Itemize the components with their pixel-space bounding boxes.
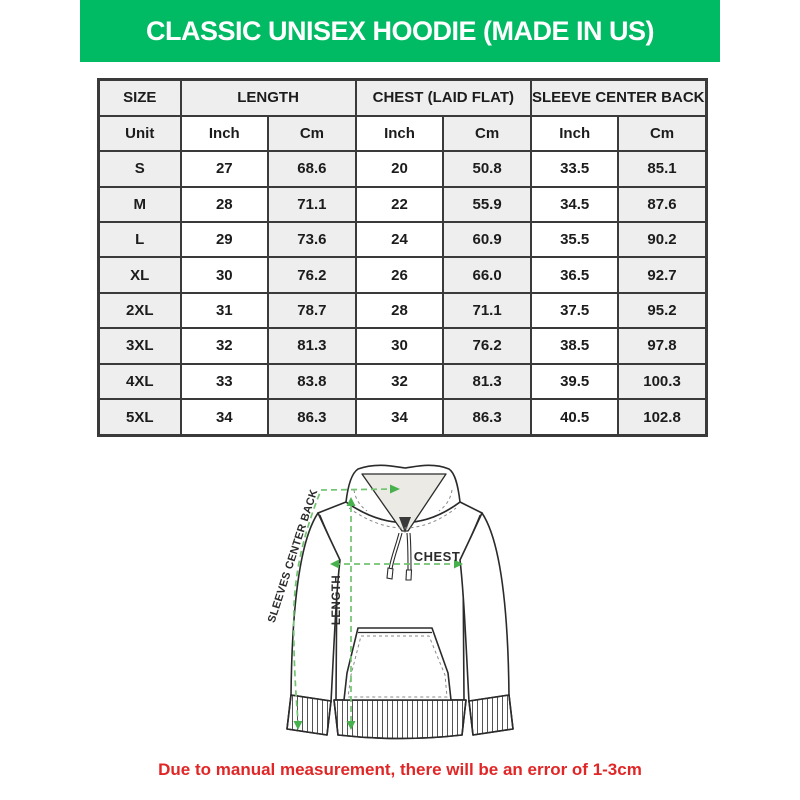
value-cell: 83.8 [267,362,357,401]
value-cell: 102.8 [617,398,708,437]
measurement-lines [292,488,459,722]
size-chart-table: SIZE LENGTH CHEST (LAID FLAT) SLEEVE CEN… [97,78,708,437]
unit-cell: Cm [442,114,532,153]
unit-cell: Inch [179,114,270,153]
value-cell: 34.5 [529,185,620,224]
size-cell: XL [97,256,182,294]
value-cell: 90.2 [617,221,708,259]
size-cell: S [97,150,182,188]
unit-cell: Inch [529,114,620,153]
col-header-length: LENGTH [179,78,357,117]
col-header-chest: CHEST (LAID FLAT) [354,78,532,117]
value-cell: 73.6 [267,221,357,259]
value-cell: 30 [179,256,270,294]
hoodie-body [286,501,514,740]
value-cell: 28 [354,291,445,330]
value-cell: 76.2 [442,327,532,365]
col-header-size: SIZE [97,78,182,117]
value-cell: 81.3 [267,327,357,365]
kangaroo-pocket [343,627,452,701]
table-row: XL 30 76.2 26 66.0 36.5 92.7 [97,256,708,294]
size-cell: L [97,221,182,259]
size-cell: 3XL [97,327,182,365]
measurement-arrows [293,484,463,730]
value-cell: 40.5 [529,398,620,437]
value-cell: 92.7 [617,256,708,294]
value-cell: 85.1 [617,150,708,188]
value-cell: 100.3 [617,362,708,401]
table-row: M 28 71.1 22 55.9 34.5 87.6 [97,185,708,224]
length-label: LENGTH [331,575,343,625]
value-cell: 86.3 [267,398,357,437]
unit-cell: Cm [267,114,357,153]
table-row: 3XL 32 81.3 30 76.2 38.5 97.8 [97,327,708,365]
value-cell: 95.2 [617,291,708,330]
value-cell: 27 [179,150,270,188]
value-cell: 32 [354,362,445,401]
value-cell: 78.7 [267,291,357,330]
unit-cell: Unit [97,114,182,153]
unit-cell: Inch [354,114,445,153]
value-cell: 97.8 [617,327,708,365]
value-cell: 71.1 [267,185,357,224]
table-row: 4XL 33 83.8 32 81.3 39.5 100.3 [97,362,708,401]
drawstrings [386,532,413,581]
value-cell: 81.3 [442,362,532,401]
value-cell: 87.6 [617,185,708,224]
value-cell: 32 [179,327,270,365]
value-cell: 50.8 [442,150,532,188]
unit-row: Unit Inch Cm Inch Cm Inch Cm [97,114,708,153]
value-cell: 36.5 [529,256,620,294]
value-cell: 28 [179,185,270,224]
value-cell: 24 [354,221,445,259]
value-cell: 66.0 [442,256,532,294]
value-cell: 60.9 [442,221,532,259]
col-header-sleeve: SLEEVE CENTER BACK [529,78,708,117]
value-cell: 71.1 [442,291,532,330]
size-cell: 2XL [97,291,182,330]
value-cell: 38.5 [529,327,620,365]
size-cell: 4XL [97,362,182,401]
table-row: 5XL 34 86.3 34 86.3 40.5 102.8 [97,398,708,437]
armhole-seam-left [319,514,341,561]
measurement-disclaimer: Due to manual measurement, there will be… [0,760,800,780]
value-cell: 34 [354,398,445,437]
value-cell: 68.6 [267,150,357,188]
value-cell: 76.2 [267,256,357,294]
hoodie-measurement-diagram: SLEEVES CENTER BACK CHEST LENGTH [266,464,514,740]
value-cell: 39.5 [529,362,620,401]
value-cell: 86.3 [442,398,532,437]
size-chart-container: SIZE LENGTH CHEST (LAID FLAT) SLEEVE CEN… [97,78,708,437]
product-title-banner: CLASSIC UNISEX HOODIE (MADE IN US) [80,0,720,62]
value-cell: 37.5 [529,291,620,330]
unit-cell: Cm [617,114,708,153]
value-cell: 30 [354,327,445,365]
value-cell: 33 [179,362,270,401]
table-header-row: SIZE LENGTH CHEST (LAID FLAT) SLEEVE CEN… [97,78,708,117]
value-cell: 55.9 [442,185,532,224]
size-cell: M [97,185,182,224]
table-row: L 29 73.6 24 60.9 35.5 90.2 [97,221,708,259]
chest-label: CHEST [414,549,461,564]
value-cell: 35.5 [529,221,620,259]
sleeve-center-back-line [292,488,398,722]
product-title: CLASSIC UNISEX HOODIE (MADE IN US) [145,15,655,46]
value-cell: 29 [179,221,270,259]
value-cell: 34 [179,398,270,437]
value-cell: 22 [354,185,445,224]
table-row: 2XL 31 78.7 28 71.1 37.5 95.2 [97,291,708,330]
size-cell: 5XL [97,398,182,437]
table-row: S 27 68.6 20 50.8 33.5 85.1 [97,150,708,188]
value-cell: 20 [354,150,445,188]
value-cell: 31 [179,291,270,330]
value-cell: 33.5 [529,150,620,188]
value-cell: 26 [354,256,445,294]
armhole-seam-right [459,514,481,561]
hood [345,464,461,533]
disclaimer-text: Due to manual measurement, there will be… [158,760,642,779]
